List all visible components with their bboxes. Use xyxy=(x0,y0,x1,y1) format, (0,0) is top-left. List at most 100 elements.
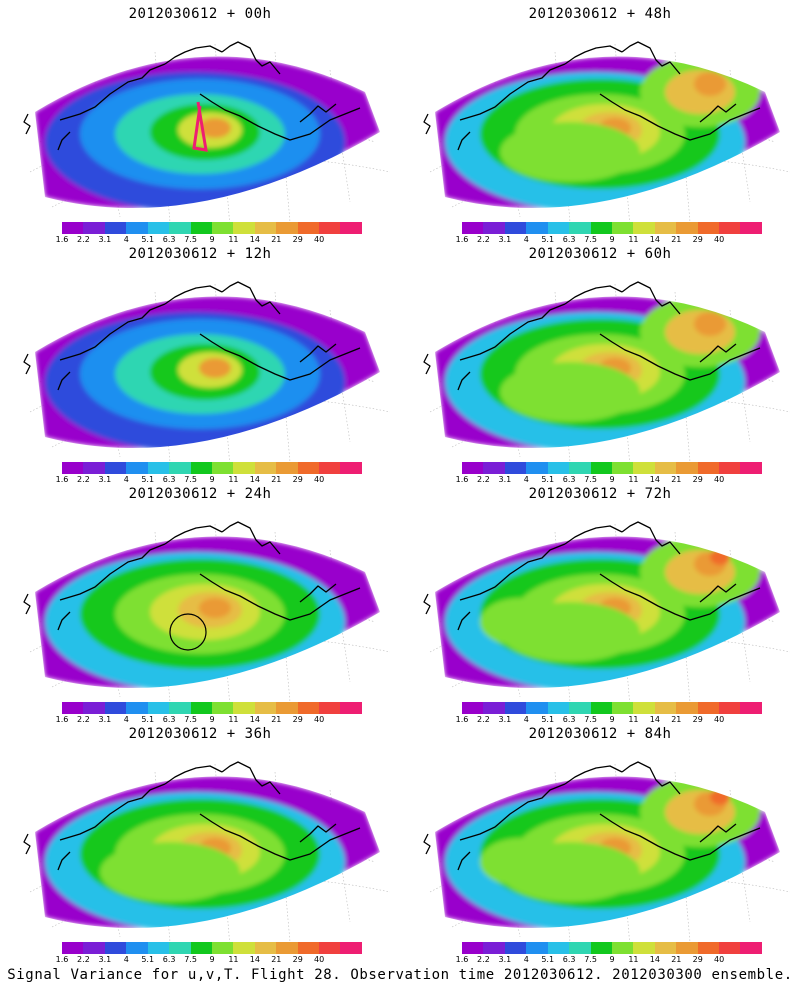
colorbar-swatch xyxy=(611,222,634,234)
colorbar-swatch xyxy=(633,942,655,954)
variance-field xyxy=(435,296,780,449)
colorbar-swatch xyxy=(62,462,84,474)
colorbar-label: 2.2 xyxy=(477,235,490,244)
colorbar-swatch xyxy=(254,462,277,474)
colorbar-labels: 1.6 2.2 3.1 4 5.1 6.3 7.5 9 11 14 21 29 40 xyxy=(456,715,762,725)
colorbar-label: 11 xyxy=(228,475,239,484)
colorbar-swatch xyxy=(169,462,191,474)
variance-map xyxy=(423,281,791,462)
colorbar-swatch xyxy=(526,462,548,474)
colorbar-swatch xyxy=(740,702,762,714)
colorbar-swatch xyxy=(211,942,234,954)
colorbar-swatch xyxy=(276,222,298,234)
variance-field xyxy=(35,56,380,209)
colorbar-label: 1.6 xyxy=(455,475,469,484)
panel-title: 2012030612 + 24h xyxy=(128,486,272,502)
colorbar-label: 9 xyxy=(209,715,215,724)
colorbar-swatch xyxy=(676,462,698,474)
colorbar-label: 11 xyxy=(628,235,639,244)
colorbar-label: 14 xyxy=(649,955,660,964)
colorbar-swatch xyxy=(483,462,505,474)
colorbar-swatch xyxy=(233,222,255,234)
colorbar-swatch xyxy=(633,702,655,714)
colorbar-swatch xyxy=(526,942,548,954)
colorbar-label: 14 xyxy=(649,235,660,244)
colorbar-label: 14 xyxy=(249,715,260,724)
colorbar-swatch xyxy=(697,222,720,234)
forecast-panel-84h: 2012030612 + 84h 1.6 2.2 3.1 4 5.1 6.3 7.5 9 11 14… xyxy=(400,720,800,965)
colorbar-swatch xyxy=(504,942,527,954)
colorbar-label: 1.6 xyxy=(55,475,69,484)
flight-track xyxy=(192,101,208,152)
colorbar-label: 6.3 xyxy=(562,715,576,724)
colorbar-label: 7.5 xyxy=(584,475,597,484)
colorbar-label: 4 xyxy=(123,715,129,724)
colorbar-swatch xyxy=(569,942,591,954)
colorbar-label: 1.6 xyxy=(55,235,69,244)
colorbar-label: 4 xyxy=(523,475,529,484)
colorbar-label: 21 xyxy=(271,235,282,244)
colorbar-label: 7.5 xyxy=(184,235,197,244)
colorbar-label: 6.3 xyxy=(162,715,176,724)
colorbar-swatch xyxy=(297,702,320,714)
colorbar-label: 9 xyxy=(209,475,215,484)
colorbar-label: 3.1 xyxy=(498,715,512,724)
colorbar-swatch xyxy=(590,462,612,474)
colorbar-label: 21 xyxy=(271,715,282,724)
coastline xyxy=(423,761,761,871)
colorbar-swatch xyxy=(126,222,148,234)
variance-map xyxy=(23,521,391,702)
colorbar-swatch xyxy=(190,942,212,954)
colorbar xyxy=(462,222,762,234)
colorbar-swatch xyxy=(740,462,762,474)
colorbar-label: 5.1 xyxy=(541,475,555,484)
colorbar-swatch xyxy=(547,222,570,234)
forecast-panel-72h: 2012030612 + 72h 1.6 2.2 3.1 4 5.1 6.3 7.5 9 11 14… xyxy=(400,480,800,725)
colorbar-swatch xyxy=(340,942,362,954)
colorbar xyxy=(462,462,762,474)
colorbar-swatch xyxy=(211,462,234,474)
coastline xyxy=(423,41,761,151)
colorbar-label: 3.1 xyxy=(498,475,512,484)
colorbar-label: 5.1 xyxy=(141,955,155,964)
forecast-panel-0h: 2012030612 + 00h 1.6 2.2 3.1 4 5.1 6.3 7.5 9 11 14… xyxy=(0,0,400,245)
colorbar-swatch xyxy=(169,222,191,234)
colorbar-swatch xyxy=(62,942,84,954)
colorbar-label: 29 xyxy=(692,235,703,244)
variance-map xyxy=(23,281,391,462)
forecast-panel-36h: 2012030612 + 36h 1.6 2.2 3.1 4 5.1 6.3 7.5 9 11 14… xyxy=(0,720,400,965)
colorbar-swatch xyxy=(676,222,698,234)
colorbar-label: 6.3 xyxy=(562,475,576,484)
colorbar-swatch xyxy=(297,462,320,474)
colorbar-label: 1.6 xyxy=(455,235,469,244)
colorbar-label: 11 xyxy=(228,235,239,244)
colorbar-swatch xyxy=(590,702,612,714)
coastline xyxy=(423,521,761,631)
panel-title: 2012030612 + 60h xyxy=(528,246,672,262)
colorbar-label: 4 xyxy=(123,955,129,964)
colorbar-label: 7.5 xyxy=(184,475,197,484)
colorbar-swatch xyxy=(719,702,741,714)
colorbar xyxy=(462,942,762,954)
colorbar-label: 7.5 xyxy=(184,715,197,724)
colorbar-swatch xyxy=(147,462,170,474)
colorbar-swatch xyxy=(719,942,741,954)
colorbar-label: 14 xyxy=(249,475,260,484)
colorbar-swatch xyxy=(462,702,484,714)
colorbar-label: 1.6 xyxy=(55,955,69,964)
colorbar-label: 40 xyxy=(714,475,725,484)
colorbar-swatch xyxy=(654,942,677,954)
colorbar-swatch xyxy=(211,222,234,234)
colorbar-swatch xyxy=(697,942,720,954)
colorbar-label: 7.5 xyxy=(584,715,597,724)
colorbar-label: 9 xyxy=(209,955,215,964)
coastline xyxy=(23,41,361,151)
colorbar-label: 1.6 xyxy=(55,715,69,724)
coastline xyxy=(23,521,361,631)
colorbar-label: 3.1 xyxy=(98,475,112,484)
colorbar-label: 5.1 xyxy=(141,715,155,724)
colorbar-swatch xyxy=(547,462,570,474)
variance-field xyxy=(435,56,780,209)
colorbar-label: 7.5 xyxy=(584,235,597,244)
colorbar-label: 6.3 xyxy=(162,475,176,484)
